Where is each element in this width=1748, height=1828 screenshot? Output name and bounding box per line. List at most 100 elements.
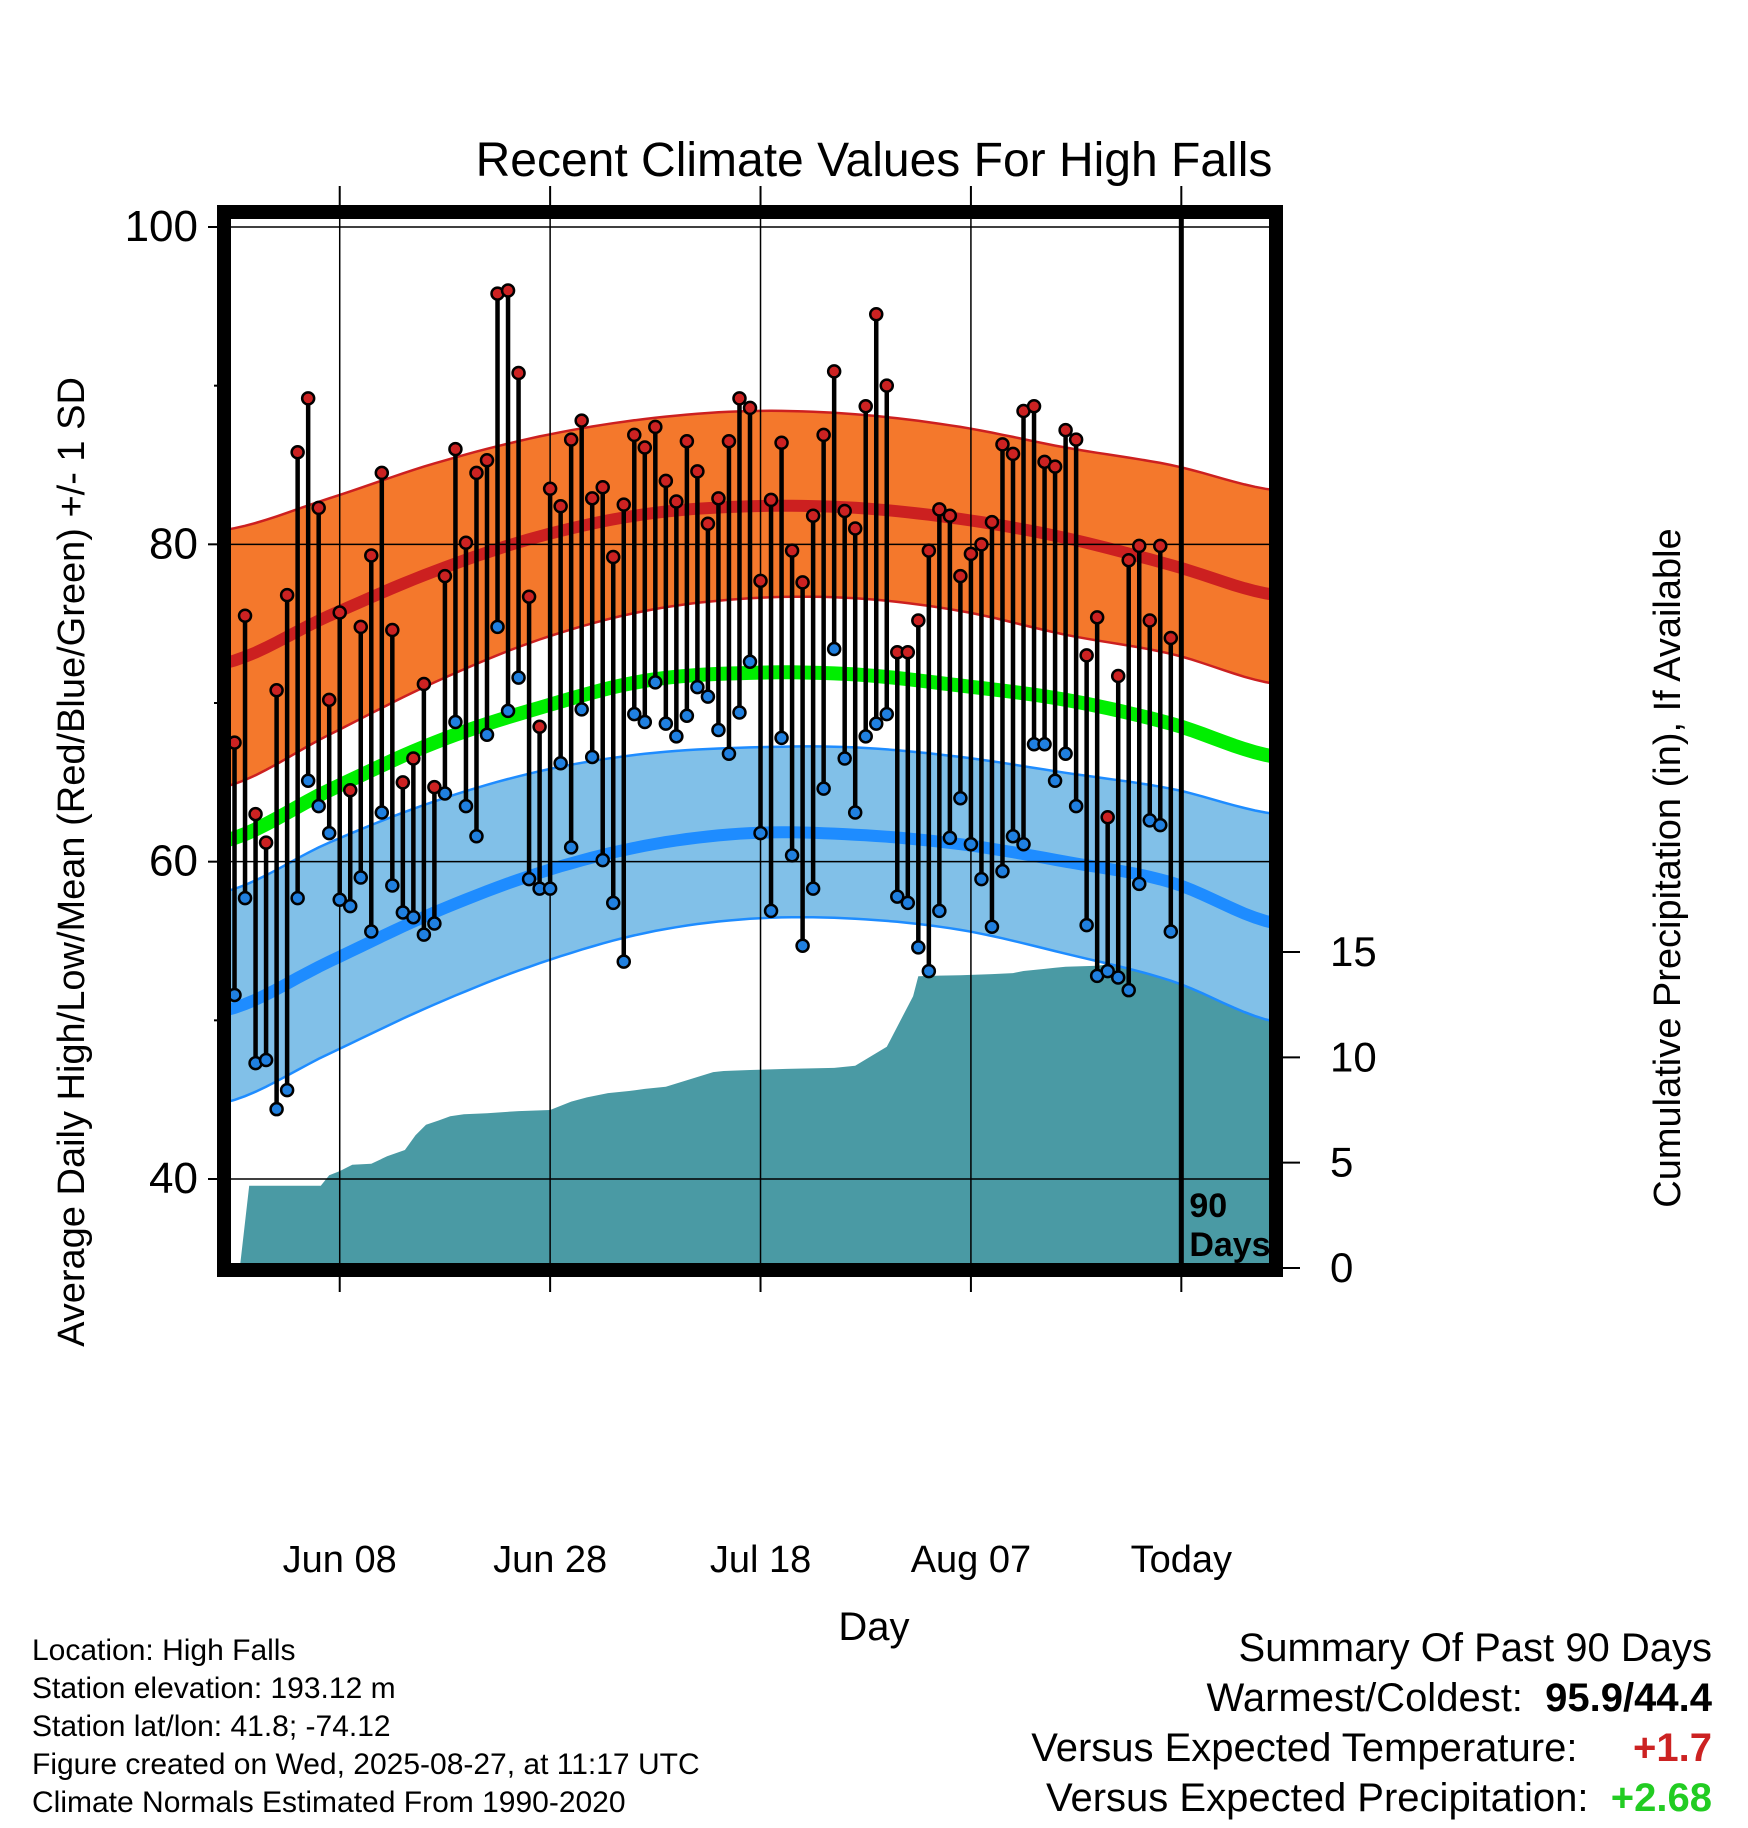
- y2-tick-label: 5: [1330, 1139, 1353, 1186]
- daily-low-point: [658, 716, 674, 731]
- daily-high-point: [679, 433, 695, 449]
- daily-low-point: [1163, 924, 1179, 939]
- daily-high-point: [942, 508, 958, 524]
- daily-low-point: [1079, 917, 1094, 933]
- daily-high-point: [416, 676, 432, 692]
- y-tick-label: 60: [149, 837, 198, 886]
- daily-low-point: [742, 654, 758, 669]
- daily-low-point: [826, 641, 842, 657]
- daily-high-point: [364, 548, 379, 563]
- today-days-label: Days: [1189, 1226, 1270, 1264]
- daily-high-point: [311, 500, 326, 516]
- daily-high-point: [353, 619, 369, 635]
- daily-low-point: [700, 689, 716, 704]
- y2-axis-label: Cumulative Precipitation (in), If Availa…: [1647, 528, 1689, 1207]
- daily-high-point: [500, 283, 516, 298]
- daily-low-point: [637, 714, 653, 730]
- daily-low-point: [921, 963, 937, 979]
- daily-low-point: [763, 903, 779, 919]
- latlon-text: Station lat/lon: 41.8; -74.12: [32, 1710, 391, 1743]
- daily-low-point: [437, 786, 453, 801]
- daily-high-point: [553, 499, 568, 514]
- daily-high-point: [627, 427, 642, 443]
- daily-low-point: [837, 751, 852, 766]
- daily-low-point: [669, 729, 684, 744]
- daily-high-point: [911, 613, 926, 628]
- normals-text: Climate Normals Estimated From 1990-2020: [32, 1786, 626, 1819]
- daily-low-point: [1110, 970, 1126, 985]
- daily-high-point: [1153, 538, 1168, 554]
- daily-high-point: [1068, 432, 1084, 447]
- summary-warmest-coldest: Warmest/Coldest: 95.9/44.4: [1031, 1678, 1712, 1728]
- daily-high-point: [595, 479, 610, 495]
- daily-low-point: [868, 716, 884, 731]
- daily-low-point: [563, 840, 579, 855]
- daily-low-point: [974, 871, 989, 887]
- daily-low-point: [1016, 836, 1031, 852]
- daily-low-point: [427, 916, 442, 931]
- daily-high-point: [1121, 552, 1136, 568]
- daily-low-point: [374, 805, 390, 820]
- daily-high-point: [290, 445, 305, 460]
- precip-anomaly-value: +2.68: [1610, 1776, 1712, 1820]
- daily-low-point: [448, 714, 463, 730]
- summary-precip: Versus Expected Precipitation: +2.68: [1031, 1778, 1712, 1828]
- daily-high-point: [868, 307, 884, 322]
- chart-title: Recent Climate Values For High Falls: [476, 134, 1273, 187]
- summary-title: Summary Of Past 90 Days: [1238, 1626, 1712, 1670]
- x-tick-label: Jun 08: [283, 1539, 397, 1581]
- normal-low-line: [224, 826, 1276, 1017]
- daily-high-point: [1026, 399, 1042, 414]
- y-tick-label: 40: [149, 1154, 198, 1203]
- daily-low-point: [458, 798, 474, 814]
- summary-temp: Versus Expected Temperature: +1.7: [1031, 1728, 1712, 1778]
- daily-low-point: [879, 706, 895, 722]
- daily-low-point: [521, 871, 537, 887]
- plot-frame: [217, 205, 1283, 1277]
- x-axis-label: Day: [838, 1605, 909, 1649]
- location-text: Location: High Falls: [32, 1634, 296, 1667]
- daily-low-point: [342, 898, 358, 914]
- daily-low-point: [1153, 817, 1168, 833]
- daily-high-point: [932, 502, 947, 517]
- precip-area: [239, 953, 1276, 1268]
- today-days-number: 90: [1189, 1187, 1227, 1225]
- daily-low-point: [679, 708, 695, 723]
- daily-low-point: [237, 890, 253, 906]
- y2-tick-label: 0: [1330, 1244, 1353, 1291]
- daily-low-point: [732, 705, 747, 720]
- daily-high-point: [858, 399, 873, 414]
- daily-low-point: [584, 749, 600, 765]
- daily-high-point: [374, 465, 390, 481]
- daily-high-point: [532, 719, 547, 735]
- daily-low-point: [332, 892, 347, 907]
- daily-low-point: [1121, 982, 1136, 998]
- station-info: Location: High Falls Station elevation: …: [32, 1636, 700, 1826]
- elevation-text: Station elevation: 193.12 m: [32, 1672, 396, 1705]
- daily-low-point: [847, 805, 863, 820]
- daily-high-point: [1110, 668, 1126, 684]
- daily-low-point: [279, 1082, 295, 1098]
- daily-low-point: [963, 836, 979, 852]
- daily-low-point: [953, 790, 968, 806]
- daily-high-point: [616, 497, 632, 512]
- daily-high-point: [1058, 422, 1073, 438]
- daily-low-point: [711, 722, 726, 738]
- daily-low-point: [690, 679, 705, 695]
- daily-high-point: [826, 364, 842, 379]
- daily-low-point: [1131, 876, 1147, 892]
- daily-low-point: [416, 927, 432, 942]
- daily-high-point: [784, 543, 800, 558]
- x-tick-label: Aug 07: [911, 1539, 1031, 1581]
- daily-high-point: [469, 465, 484, 481]
- daily-high-point: [563, 432, 579, 447]
- normal-mean-line: [224, 665, 1276, 848]
- daily-high-point: [1163, 630, 1179, 646]
- summary-panel: Summary Of Past 90 Days Warmest/Coldest:…: [1031, 1628, 1712, 1828]
- daily-low-point: [1100, 963, 1115, 979]
- daily-low-point: [900, 895, 916, 911]
- daily-low-point: [490, 619, 505, 635]
- daily-low-point: [479, 727, 495, 742]
- y-tick-label: 80: [149, 519, 198, 568]
